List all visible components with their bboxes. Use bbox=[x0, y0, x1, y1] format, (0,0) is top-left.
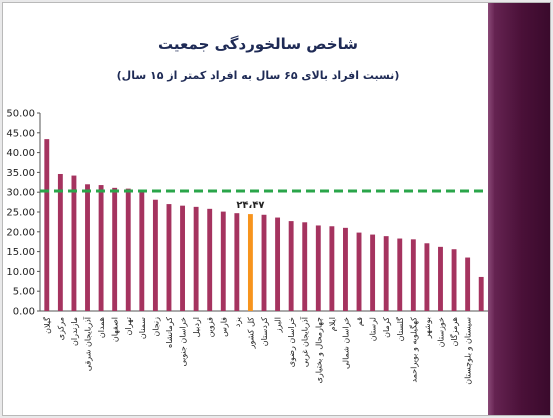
chart-subtitle: (نسبت افراد بالای ۶۵ سال به افراد کمتر ا… bbox=[116, 69, 400, 82]
bar bbox=[220, 211, 226, 311]
x-tick-label: هرمزگان bbox=[449, 317, 459, 346]
bar bbox=[207, 208, 213, 311]
bar bbox=[410, 239, 416, 311]
bar bbox=[261, 214, 267, 311]
x-tick-label: ایلام bbox=[328, 317, 337, 331]
bar bbox=[356, 232, 362, 311]
x-tick-label: یزد bbox=[233, 317, 242, 327]
bar bbox=[125, 188, 131, 311]
bar-highlight bbox=[247, 214, 253, 311]
bar bbox=[478, 276, 484, 311]
x-tick-label: خراسان شمالی bbox=[341, 317, 350, 369]
bar bbox=[193, 206, 199, 311]
data-label: ۲۴،۴۷ bbox=[236, 200, 264, 211]
x-tick-label: خوزستان bbox=[436, 317, 445, 347]
bar bbox=[166, 204, 172, 311]
bar bbox=[112, 187, 118, 311]
x-tick-label: چهارمحال و بختیاری bbox=[314, 317, 323, 383]
x-tick-label: لرستان bbox=[369, 317, 378, 341]
x-tick-label: اصفهان bbox=[111, 317, 120, 342]
x-tick-label: سمنان bbox=[138, 317, 147, 339]
y-tick-label: 0.00 bbox=[13, 307, 35, 318]
x-tick-label: سیستان و بلوچستان bbox=[464, 317, 473, 385]
bar bbox=[370, 234, 376, 311]
bar bbox=[329, 226, 335, 311]
y-tick-label: 10.00 bbox=[6, 267, 35, 278]
x-tick-label: فارس bbox=[219, 317, 228, 337]
bar bbox=[302, 222, 308, 311]
bar bbox=[152, 199, 158, 311]
bar bbox=[343, 227, 348, 311]
chart-title: شاخص سالخوردگی جمعیت bbox=[158, 35, 358, 53]
bar bbox=[465, 257, 471, 311]
bar bbox=[438, 246, 443, 311]
bar bbox=[234, 213, 240, 311]
x-tick-label: زنجان bbox=[151, 317, 160, 337]
y-tick-label: 40.00 bbox=[6, 148, 35, 159]
bar bbox=[71, 175, 77, 311]
y-tick-label: 30.00 bbox=[6, 188, 35, 199]
bar bbox=[288, 221, 294, 311]
x-tick-label: بوشهر bbox=[423, 317, 432, 339]
x-tick-label: کرمان bbox=[382, 317, 391, 338]
bar bbox=[424, 243, 430, 311]
x-tick-label: کرمانشاه bbox=[165, 317, 174, 348]
bar bbox=[180, 205, 185, 311]
x-tick-label: خراسان رضوی bbox=[287, 317, 296, 367]
y-tick-label: 20.00 bbox=[6, 227, 35, 238]
x-tick-label: قم bbox=[355, 317, 364, 326]
x-tick-label: اردبیل bbox=[192, 317, 201, 337]
y-tick-label: 15.00 bbox=[6, 247, 35, 258]
bar bbox=[57, 173, 63, 311]
bar bbox=[383, 236, 389, 311]
x-tick-label: آذربایجان شرقی bbox=[83, 316, 93, 371]
x-tick-label: تهران bbox=[124, 317, 133, 335]
y-tick-label: 35.00 bbox=[6, 168, 35, 179]
bar bbox=[139, 191, 145, 311]
x-tick-label: کردستان bbox=[260, 317, 269, 346]
x-tick-label: خراسان جنوبی bbox=[179, 317, 188, 367]
bar bbox=[397, 238, 403, 311]
bar bbox=[44, 139, 50, 311]
y-tick-label: 5.00 bbox=[13, 287, 35, 298]
x-tick-label: قزوین bbox=[206, 317, 215, 338]
x-tick-label: همدان bbox=[97, 317, 106, 338]
bar bbox=[315, 225, 321, 311]
x-tick-label: البرز bbox=[274, 317, 283, 333]
x-tick-label: کل کشور bbox=[246, 317, 255, 350]
y-tick-label: 50.00 bbox=[6, 109, 35, 120]
x-tick-label: مازندران bbox=[70, 317, 79, 346]
x-tick-label: آذربایجان غربی bbox=[300, 316, 310, 367]
bar bbox=[275, 217, 281, 311]
bar bbox=[451, 249, 457, 311]
x-tick-label: گلستان bbox=[395, 317, 405, 342]
decorative-side-panel bbox=[488, 3, 550, 415]
x-tick-label: گیلان bbox=[42, 317, 52, 334]
bar bbox=[98, 185, 104, 311]
x-tick-label: کهگیلویه و بویراحمد bbox=[408, 317, 418, 383]
y-tick-label: 45.00 bbox=[6, 128, 35, 139]
x-tick-label: مرکزی bbox=[56, 317, 65, 340]
bar bbox=[85, 184, 90, 311]
y-tick-label: 25.00 bbox=[6, 208, 35, 219]
